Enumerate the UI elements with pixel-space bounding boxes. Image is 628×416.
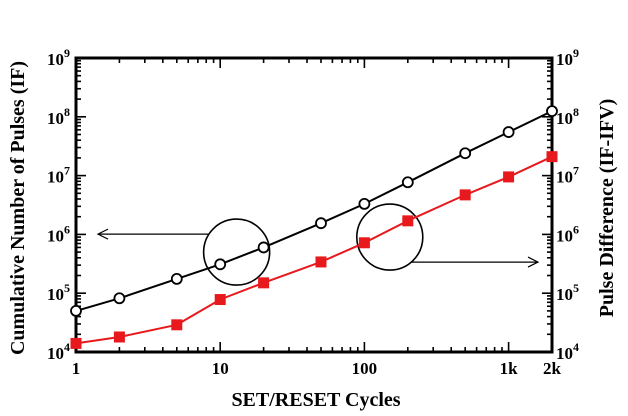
data-point xyxy=(503,171,515,183)
annotation-2 xyxy=(355,203,540,271)
annotation-arrowhead xyxy=(527,256,540,268)
series-line xyxy=(75,110,553,312)
y-tick-label-left: 104 xyxy=(47,340,70,363)
y-tick-label-right: 106 xyxy=(556,222,579,245)
annotation-1 xyxy=(96,218,271,286)
y-tick-label-left: 105 xyxy=(47,281,70,304)
data-point xyxy=(401,176,414,189)
y-tick-label-right: 109 xyxy=(556,46,579,69)
data-point xyxy=(315,217,327,230)
y-tick-label-right: 104 xyxy=(556,340,579,363)
annotations xyxy=(96,203,540,286)
x-tick-label: 1 xyxy=(72,359,81,378)
y-tick-label-right: 108 xyxy=(556,105,579,128)
data-point xyxy=(315,256,327,268)
data-point xyxy=(257,241,270,254)
data-point xyxy=(459,147,472,160)
data-point xyxy=(113,292,126,305)
data-point xyxy=(214,294,226,306)
data-point xyxy=(171,319,183,331)
data-point xyxy=(546,151,558,163)
y-tick-label-left: 107 xyxy=(47,164,70,187)
y-tick-label-left: 108 xyxy=(47,105,70,128)
data-point xyxy=(358,237,370,249)
series-layer xyxy=(70,105,558,349)
data-point xyxy=(214,258,227,271)
data-point xyxy=(258,277,270,289)
x-tick-label: 1k xyxy=(500,359,519,378)
plot-frame xyxy=(74,56,554,354)
y-tick-label-left: 109 xyxy=(47,46,70,69)
x-axis-title: SET/RESET Cycles xyxy=(231,389,400,411)
x-tick-label: 2k xyxy=(543,359,562,378)
y-axis-title-left: Cumulative Number of Pulses (IF) xyxy=(7,61,29,355)
series-2 xyxy=(70,151,558,349)
data-point xyxy=(546,105,558,118)
annotation-circle xyxy=(355,203,424,271)
data-point xyxy=(402,215,414,227)
series-line xyxy=(75,155,553,345)
annotation-circle xyxy=(202,218,271,286)
y-axis-title-right: Pulse Difference (IF-IFV) xyxy=(596,99,618,317)
data-point xyxy=(170,273,183,285)
data-point xyxy=(358,198,371,210)
data-point xyxy=(70,337,82,349)
series-1 xyxy=(70,105,558,317)
data-point xyxy=(459,189,471,201)
x-tick-label: 10 xyxy=(212,359,229,378)
annotation-arrowhead xyxy=(96,228,109,240)
y-tick-label-right: 107 xyxy=(556,164,579,187)
data-point xyxy=(113,331,125,343)
plot-border xyxy=(74,56,554,354)
y-tick-label-left: 106 xyxy=(47,222,70,245)
ticks xyxy=(75,57,553,353)
data-point xyxy=(502,126,515,138)
y-tick-label-right: 105 xyxy=(556,281,579,304)
x-tick-label: 100 xyxy=(352,359,378,378)
data-point xyxy=(70,305,82,317)
